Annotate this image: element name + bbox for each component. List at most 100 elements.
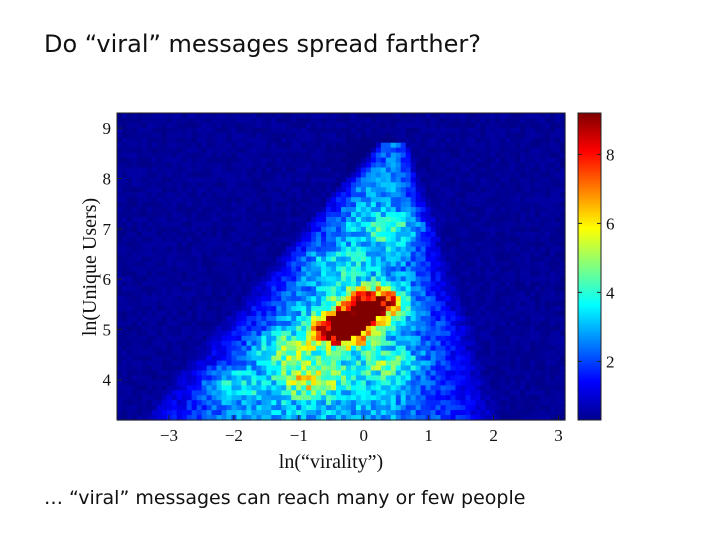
heatmap-cell — [151, 192, 158, 198]
heatmap-cell — [206, 197, 213, 203]
heatmap-cell — [385, 281, 392, 287]
heatmap-cell — [350, 335, 357, 342]
heatmap-cell — [117, 216, 123, 223]
heatmap-cell — [321, 192, 327, 198]
heatmap-cell — [151, 172, 158, 178]
heatmap-cell — [350, 122, 357, 129]
heatmap-cell — [445, 231, 452, 238]
heatmap-cell — [226, 375, 233, 381]
heatmap-cell — [321, 162, 327, 169]
heatmap-cell — [341, 296, 347, 302]
heatmap-cell — [166, 137, 173, 144]
heatmap-cell — [500, 137, 506, 144]
heatmap-cell — [360, 113, 367, 119]
heatmap-cell — [166, 246, 173, 253]
heatmap-cell — [470, 221, 476, 228]
heatmap-cell — [171, 345, 178, 352]
heatmap-cell — [211, 132, 218, 139]
heatmap-cell — [281, 192, 287, 198]
heatmap-cell — [355, 167, 362, 174]
heatmap-cell — [480, 251, 486, 258]
heatmap-cell — [241, 296, 248, 302]
heatmap-cell — [221, 360, 228, 367]
heatmap-cell — [146, 276, 153, 282]
heatmap-cell — [311, 355, 317, 362]
heatmap-cell — [350, 177, 357, 183]
heatmap-cell — [166, 385, 173, 391]
heatmap-cell — [515, 345, 521, 352]
heatmap-cell — [555, 152, 561, 159]
heatmap-cell — [420, 271, 427, 277]
heatmap-cell — [246, 276, 252, 282]
heatmap-cell — [405, 202, 412, 208]
heatmap-cell — [490, 365, 496, 372]
heatmap-cell — [475, 137, 481, 144]
heatmap-cell — [415, 152, 422, 159]
heatmap-cell — [510, 152, 516, 159]
heatmap-cell — [271, 296, 277, 302]
heatmap-cell — [540, 370, 546, 377]
heatmap-cell — [405, 340, 412, 347]
heatmap-cell — [550, 192, 556, 198]
heatmap-cell — [480, 212, 486, 218]
heatmap-cell — [405, 216, 412, 223]
heatmap-cell — [345, 192, 352, 198]
heatmap-cell — [331, 355, 337, 362]
heatmap-cell — [206, 316, 213, 322]
heatmap-cell — [271, 167, 277, 174]
heatmap-cell — [131, 266, 138, 273]
heatmap-cell — [246, 365, 252, 372]
heatmap-cell — [311, 311, 317, 317]
heatmap-cell — [126, 117, 133, 124]
heatmap-cell — [510, 182, 516, 188]
heatmap-cell — [291, 320, 297, 327]
heatmap-cell — [345, 345, 352, 352]
heatmap-cell — [321, 271, 327, 277]
heatmap-cell — [370, 360, 377, 367]
heatmap-cell — [545, 197, 551, 203]
heatmap-cell — [375, 226, 382, 233]
heatmap-cell — [405, 325, 412, 332]
heatmap-cell — [221, 113, 228, 119]
heatmap-cell — [236, 221, 243, 228]
heatmap-cell — [425, 221, 432, 228]
heatmap-cell — [136, 162, 143, 169]
heatmap-cell — [281, 360, 287, 367]
heatmap-cell — [435, 236, 442, 243]
heatmap-cell — [121, 221, 128, 228]
heatmap-cell — [550, 236, 556, 243]
heatmap-cell — [341, 212, 347, 218]
heatmap-cell — [430, 221, 437, 228]
heatmap-cell — [301, 256, 307, 263]
heatmap-cell — [156, 350, 163, 357]
heatmap-cell — [151, 316, 158, 322]
heatmap-cell — [410, 162, 417, 169]
heatmap-cell — [525, 266, 531, 273]
heatmap-cell — [545, 370, 551, 377]
heatmap-cell — [435, 370, 442, 377]
heatmap-cell — [226, 330, 233, 337]
heatmap-cell — [365, 251, 372, 258]
heatmap-cell — [520, 187, 526, 193]
heatmap-cell — [490, 256, 496, 263]
heatmap-cell — [291, 202, 297, 208]
heatmap-cell — [151, 207, 158, 213]
heatmap-cell — [291, 192, 297, 198]
heatmap-cell — [231, 182, 238, 188]
heatmap-cell — [281, 117, 287, 124]
heatmap-cell — [475, 157, 481, 164]
heatmap-cell — [221, 162, 228, 169]
heatmap-cell — [370, 370, 377, 377]
heatmap-cell — [445, 162, 452, 169]
heatmap-cell — [355, 370, 362, 377]
heatmap-cell — [430, 345, 437, 352]
heatmap-cell — [365, 167, 372, 174]
heatmap-cell — [415, 251, 422, 258]
heatmap-cell — [326, 137, 332, 144]
heatmap-cell — [126, 271, 133, 277]
heatmap-cell — [500, 325, 506, 332]
heatmap-cell — [485, 137, 491, 144]
heatmap-cell — [555, 187, 561, 193]
heatmap-cell — [395, 113, 402, 119]
heatmap-cell — [136, 261, 143, 268]
